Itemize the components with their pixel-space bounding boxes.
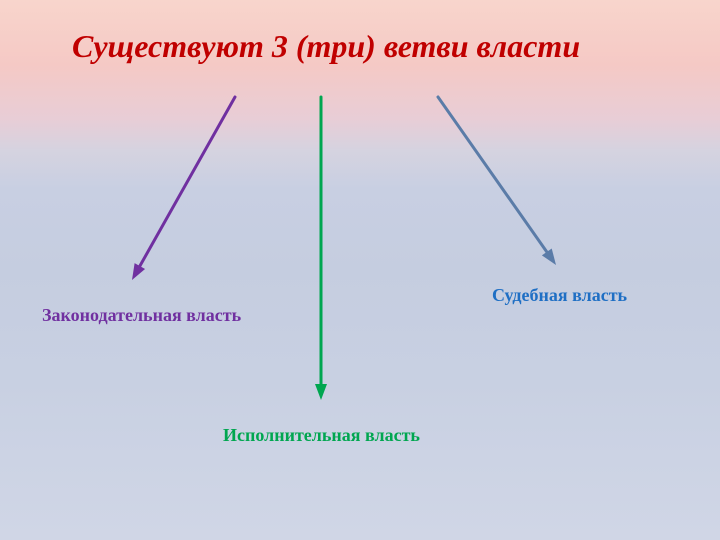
arrows-layer <box>0 0 720 540</box>
diagram-title: Существуют 3 (три) ветви власти <box>72 28 580 65</box>
branch-label-executive: Исполнительная власть <box>223 425 420 446</box>
branch-label-judicial: Судебная власть <box>492 285 627 306</box>
branch-label-legislative: Законодательная власть <box>42 305 241 326</box>
